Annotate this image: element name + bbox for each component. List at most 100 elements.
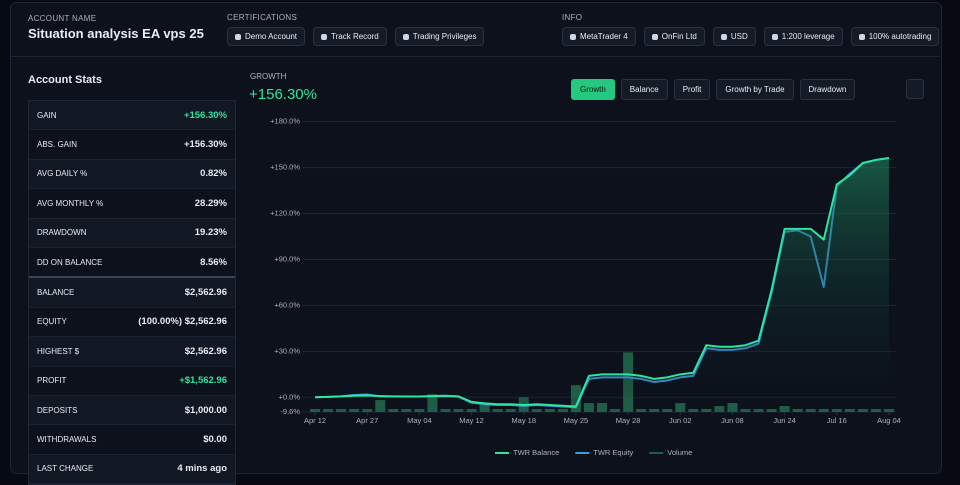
y-tick-label: +30.0% bbox=[274, 346, 300, 355]
stat-value: +$1,562.96 bbox=[179, 375, 227, 387]
growth-value: +156.30% bbox=[249, 86, 317, 103]
y-tick-label: +150.0% bbox=[270, 163, 300, 172]
volume-bar bbox=[479, 403, 490, 412]
volume-bar bbox=[766, 409, 777, 412]
stat-label: BALANCE bbox=[37, 288, 75, 298]
certification-badge[interactable]: Track Record bbox=[313, 27, 387, 46]
stat-value: 28.29% bbox=[194, 197, 227, 209]
growth-label: GROWTH bbox=[250, 72, 287, 81]
stat-label: PROFIT bbox=[37, 376, 67, 386]
download-button[interactable] bbox=[906, 79, 924, 99]
volume-bar bbox=[805, 409, 816, 412]
page: ACCOUNT NAME Situation analysis EA vps 2… bbox=[0, 0, 960, 465]
stat-label: GAIN bbox=[37, 110, 57, 120]
stat-row: AVG DAILY % 0.82% bbox=[29, 159, 235, 190]
info: MetaTrader 4 OnFin Ltd USD 1:200 leverage 10… bbox=[562, 27, 940, 46]
info-badge: OnFin Ltd bbox=[643, 27, 705, 46]
tab[interactable]: Drawdown bbox=[799, 79, 856, 100]
volume-bar bbox=[323, 409, 334, 412]
volume-bar bbox=[675, 403, 686, 412]
x-tick-label: Aug 04 bbox=[877, 416, 901, 425]
stat-row: HIGHEST $ $2,562.96 bbox=[29, 337, 235, 367]
y-tick-label: +60.0% bbox=[274, 300, 300, 309]
certification-badge[interactable]: Trading Privileges bbox=[394, 27, 485, 46]
stat-value: 19.23% bbox=[194, 227, 227, 239]
stat-value: +156.30% bbox=[183, 139, 227, 151]
volume-bar bbox=[583, 403, 594, 412]
stat-row: DRAWDOWN 19.23% bbox=[29, 218, 235, 248]
account-name: Situation analysis EA vps 25 bbox=[28, 26, 204, 41]
tabs: Growth Balance Profit Growth by Trade Drawdo… bbox=[571, 79, 856, 100]
volume-bar bbox=[336, 409, 347, 412]
volume-bar bbox=[740, 409, 751, 412]
series-line bbox=[315, 156, 890, 408]
stat-label: DRAWDOWN bbox=[37, 228, 87, 238]
info-badge: 100% autotrading bbox=[850, 27, 940, 46]
stat-row: PROFIT +$1,562.96 bbox=[29, 367, 235, 396]
stat-label: AVG DAILY % bbox=[37, 169, 88, 179]
volume-bar bbox=[753, 409, 764, 412]
account-label: ACCOUNT NAME bbox=[28, 14, 97, 23]
stat-value: $0.00 bbox=[203, 433, 227, 445]
stat-row: ABS. GAIN +156.30% bbox=[29, 130, 235, 160]
stat-value: (100.00%) $2,562.96 bbox=[138, 316, 227, 328]
info-badge: MetaTrader 4 bbox=[562, 27, 636, 46]
volume-bar bbox=[636, 409, 647, 412]
x-tick-label: Jul 16 bbox=[827, 416, 847, 425]
x-tick-label: Jun 02 bbox=[669, 416, 692, 425]
stat-label: DD ON BALANCE bbox=[37, 257, 103, 267]
volume-bar bbox=[505, 409, 516, 412]
legend-label: Volume bbox=[667, 448, 692, 457]
stat-label: DEPOSITS bbox=[37, 405, 78, 415]
volume-bar bbox=[414, 409, 425, 412]
x-tick-label: May 12 bbox=[459, 416, 484, 425]
stat-label: AVG MONTHLY % bbox=[37, 198, 104, 208]
volume-bar bbox=[375, 400, 386, 412]
stats-title: Account Stats bbox=[28, 74, 102, 86]
volume-bar bbox=[310, 409, 321, 412]
y-tick-label: +120.0% bbox=[270, 209, 300, 218]
volume-bar bbox=[779, 406, 790, 412]
area bbox=[315, 157, 889, 407]
stat-value: 8.56% bbox=[200, 256, 227, 268]
tab[interactable]: Growth by Trade bbox=[716, 79, 794, 100]
info-badge: 1:200 leverage bbox=[763, 27, 843, 46]
volume-bar bbox=[492, 409, 503, 412]
y-tick-label: +180.0% bbox=[270, 117, 300, 126]
tab[interactable]: Profit bbox=[673, 79, 711, 100]
volume-bar bbox=[440, 409, 451, 412]
certification-badge[interactable]: Demo Account bbox=[227, 27, 306, 46]
stat-label: ABS. GAIN bbox=[37, 140, 78, 150]
x-tick-label: May 25 bbox=[564, 416, 589, 425]
tab[interactable]: Growth bbox=[571, 79, 615, 100]
stat-row: DEPOSITS $1,000.00 bbox=[29, 395, 235, 426]
volume-bar bbox=[727, 403, 738, 412]
certifications: Demo Account Track Record Trading Privileg… bbox=[227, 27, 485, 46]
volume-bar bbox=[701, 409, 712, 412]
volume-bar bbox=[662, 409, 673, 412]
volume-bar bbox=[401, 409, 412, 412]
volume-bar bbox=[818, 409, 829, 412]
volume-bar bbox=[649, 409, 660, 412]
stat-row: BALANCE $2,562.96 bbox=[29, 278, 235, 308]
info-badge: USD bbox=[712, 27, 756, 46]
tab[interactable]: Balance bbox=[620, 79, 668, 100]
stat-value: 0.82% bbox=[200, 168, 227, 180]
stat-label: WITHDRAWALS bbox=[37, 434, 97, 444]
volume-bar bbox=[453, 409, 464, 412]
x-tick-label: Apr 12 bbox=[304, 416, 326, 425]
volume-bar bbox=[610, 409, 621, 412]
volume-bar bbox=[557, 409, 568, 412]
stat-value: 4 mins ago bbox=[177, 463, 227, 475]
stat-label: LAST CHANGE bbox=[37, 464, 94, 474]
volume-bar bbox=[688, 409, 699, 412]
y-tick-label: +90.0% bbox=[274, 254, 300, 263]
x-tick-label: Apr 27 bbox=[356, 416, 378, 425]
stat-row: GAIN +156.30% bbox=[29, 101, 235, 131]
volume-bar bbox=[597, 403, 607, 412]
stat-row: AVG MONTHLY % 28.29% bbox=[29, 189, 235, 219]
y-tick-label: -9.6% bbox=[280, 407, 300, 416]
divider bbox=[11, 56, 939, 57]
x-tick-label: Jun 08 bbox=[721, 416, 744, 425]
chart: -9.6% +0.0% +30.0% +60.0% +90.0% +120.0% +150.… bbox=[270, 117, 901, 457]
